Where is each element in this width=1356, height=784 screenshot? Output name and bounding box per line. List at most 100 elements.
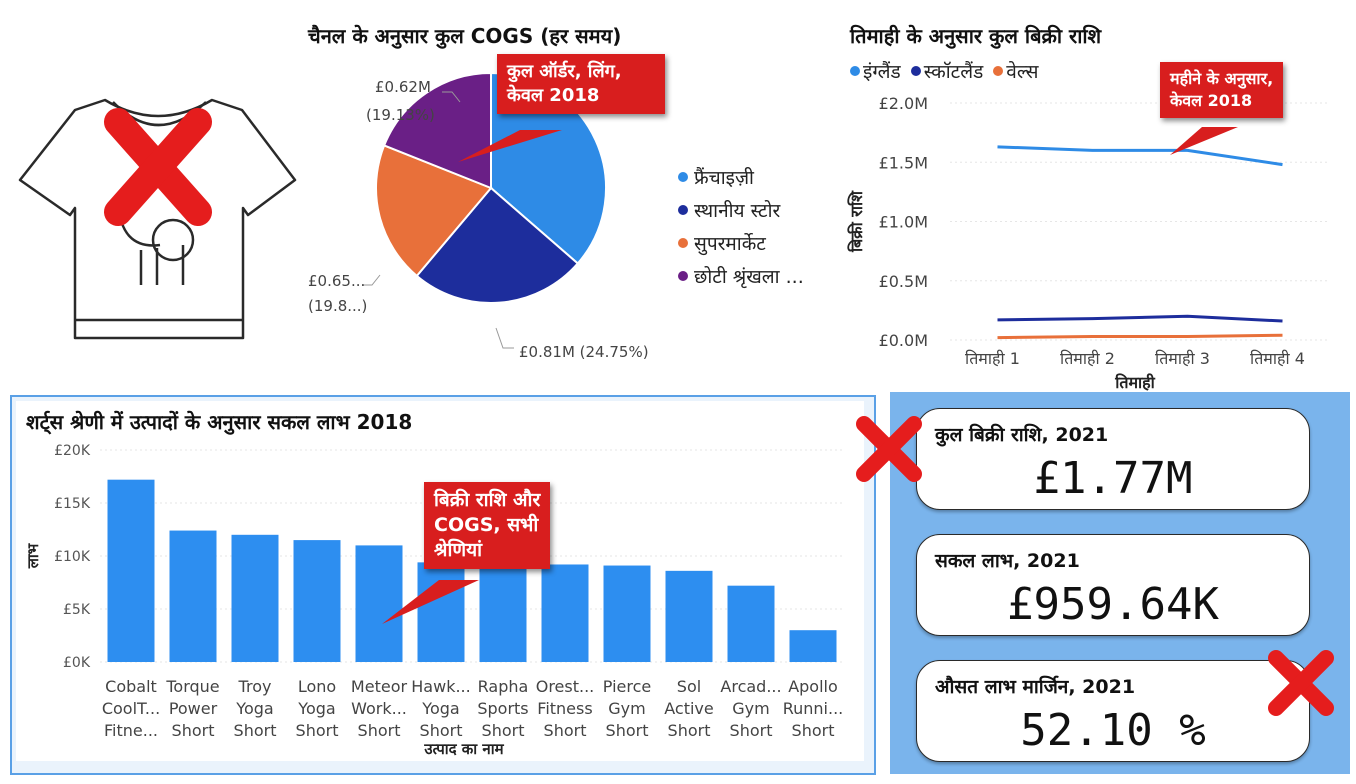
pie-legend: फ्रैंचाइज़ी स्थानीय स्टोर सुपरमार्केट छो… (678, 160, 804, 292)
kpi-card-total-sales[interactable]: कुल बिक्री राशि, 2021 £1.77M (916, 408, 1310, 510)
bar-chart[interactable]: £0K £5K £10K £15K £20K Cobalt CoolT... Fitne...… (14, 432, 868, 762)
x-tick-label: Short (234, 721, 277, 740)
pie-leader-line (362, 274, 381, 286)
x-tick-label: Sol (677, 677, 701, 696)
bar[interactable] (603, 565, 651, 662)
bar-callout-pointer (382, 580, 479, 624)
kpi-title: कुल बिक्री राशि, 2021 (935, 424, 1109, 446)
line-series[interactable] (997, 145, 1283, 167)
x-tick-label: Troy (238, 677, 272, 696)
y-tick-label: £5K (63, 602, 91, 618)
x-tick-label: Short (172, 721, 215, 740)
kpi-card-profit-margin[interactable]: औसत लाभ मार्जिन, 2021 52.10 % (916, 660, 1310, 762)
line-callout-pointer (1170, 127, 1238, 155)
bar[interactable] (293, 540, 341, 662)
bar[interactable] (789, 630, 837, 662)
pie-legend-item[interactable]: स्थानीय स्टोर (678, 193, 804, 226)
line-series[interactable] (997, 314, 1283, 323)
bar[interactable] (665, 570, 713, 662)
line-legend-item[interactable]: इंग्लैंड (850, 58, 901, 84)
y-tick-label: £0.5M (879, 272, 928, 291)
pie-legend-item[interactable]: फ्रैंचाइज़ी (678, 160, 804, 193)
x-tick-label: तिमाही 3 (1155, 349, 1210, 368)
line-legend-item[interactable]: वेल्स (993, 58, 1038, 84)
red-cross-icon (856, 416, 922, 482)
bar[interactable] (355, 545, 403, 662)
x-tick-label: Cobalt (105, 677, 157, 696)
y-tick-label: £20K (54, 443, 91, 459)
x-tick-label: Meteor (351, 677, 408, 696)
y-tick-label: £15K (54, 496, 91, 512)
x-tick-label: Short (792, 721, 835, 740)
line-callout: महीने के अनुसार, केवल 2018 (1160, 62, 1284, 118)
bar[interactable] (169, 530, 217, 662)
bar[interactable] (107, 479, 155, 662)
x-tick-label: Short (420, 721, 463, 740)
kpi-title: औसत लाभ मार्जिन, 2021 (935, 676, 1136, 698)
x-tick-label: Rapha (478, 677, 529, 696)
red-cross-icon (104, 108, 212, 226)
pie-leader-line (495, 327, 514, 349)
pie-slice[interactable] (375, 144, 493, 278)
pie-chart-title: चैनल के अनुसार कुल COGS (हर समय) (308, 24, 622, 48)
x-tick-label: Yoga (421, 699, 459, 718)
kpi-value: 52.10 % (1020, 705, 1206, 756)
y-tick-label: £2.0M (879, 94, 928, 113)
kpi-title: सकल लाभ, 2021 (935, 550, 1080, 572)
x-tick-label: Arcad... (720, 677, 781, 696)
x-tick-label: Orest... (536, 677, 595, 696)
line-legend: इंग्लैंड स्कॉटलैंड वेल्स (850, 58, 1038, 84)
pie-data-label: (19.8...) (308, 297, 367, 315)
x-tick-label: Lono (298, 677, 336, 696)
line-chart-title: तिमाही के अनुसार कुल बिक्री राशि (850, 24, 1102, 48)
pie-leader-line (442, 91, 461, 103)
x-axis-label: तिमाही (1114, 373, 1155, 392)
y-tick-label: £1.5M (879, 153, 928, 172)
x-tick-label: Sports (477, 699, 528, 718)
x-tick-label: Gym (608, 699, 645, 718)
line-chart[interactable]: £0.0M £0.5M £1.0M £1.5M £2.0M तिमाही 1 तिमाही … (840, 85, 1350, 395)
x-tick-label: Runni... (783, 699, 844, 718)
bar-chart-title: शर्ट्स श्रेणी में उत्पादों के अनुसार सकल… (26, 410, 413, 434)
pie-legend-item[interactable]: छोटी श्रृंखला ... (678, 259, 804, 292)
x-tick-label: Short (668, 721, 711, 740)
kpi-card-gross-profit[interactable]: सकल लाभ, 2021 £959.64K (916, 534, 1310, 636)
y-tick-label: £1.0M (879, 213, 928, 232)
x-tick-label: Yoga (235, 699, 273, 718)
kpi-value: £1.77M (1033, 453, 1193, 504)
y-tick-label: £0.0M (879, 331, 928, 350)
bar[interactable] (541, 564, 589, 662)
pie-legend-item[interactable]: सुपरमार्केट (678, 226, 804, 259)
x-tick-label: Power (169, 699, 218, 718)
x-tick-label: Short (358, 721, 401, 740)
bar[interactable] (727, 585, 775, 662)
pie-callout: कुल ऑर्डर, लिंग, केवल 2018 (497, 54, 665, 114)
x-tick-label: Pierce (603, 677, 651, 696)
bar[interactable] (417, 562, 465, 662)
red-cross-icon (1268, 650, 1334, 716)
pie-slice[interactable] (415, 186, 580, 304)
bar-callout: बिक्री राशि और COGS, सभी श्रेणियां (424, 482, 551, 569)
x-tick-label: Short (730, 721, 773, 740)
line-legend-item[interactable]: स्कॉटलैंड (910, 58, 983, 84)
x-tick-label: Apollo (788, 677, 838, 696)
kpi-panel: कुल बिक्री राशि, 2021 £1.77M सकल लाभ, 20… (890, 392, 1350, 774)
bar[interactable] (479, 563, 527, 662)
y-axis-label: बिक्री राशि (847, 190, 866, 253)
bar[interactable] (231, 534, 279, 662)
x-axis-label: उत्पाद का नाम (423, 740, 504, 758)
pie-chart[interactable]: £0.62M (19.13%) £0.65... (19.8...) £0.81M (2… (300, 50, 840, 380)
pie-data-label: £0.62M (375, 78, 431, 96)
x-tick-label: तिमाही 2 (1060, 349, 1115, 368)
y-tick-label: £0K (63, 655, 91, 671)
y-tick-label: £10K (54, 549, 91, 565)
x-tick-label: Fitness (537, 699, 592, 718)
x-tick-label: तिमाही 4 (1250, 349, 1305, 368)
x-tick-label: Torque (165, 677, 219, 696)
line-series[interactable] (997, 333, 1283, 340)
x-tick-label: Gym (732, 699, 769, 718)
x-tick-label: तिमाही 1 (965, 349, 1020, 368)
tshirt-icon (18, 98, 297, 340)
x-tick-label: Work... (351, 699, 407, 718)
x-tick-label: Yoga (297, 699, 335, 718)
